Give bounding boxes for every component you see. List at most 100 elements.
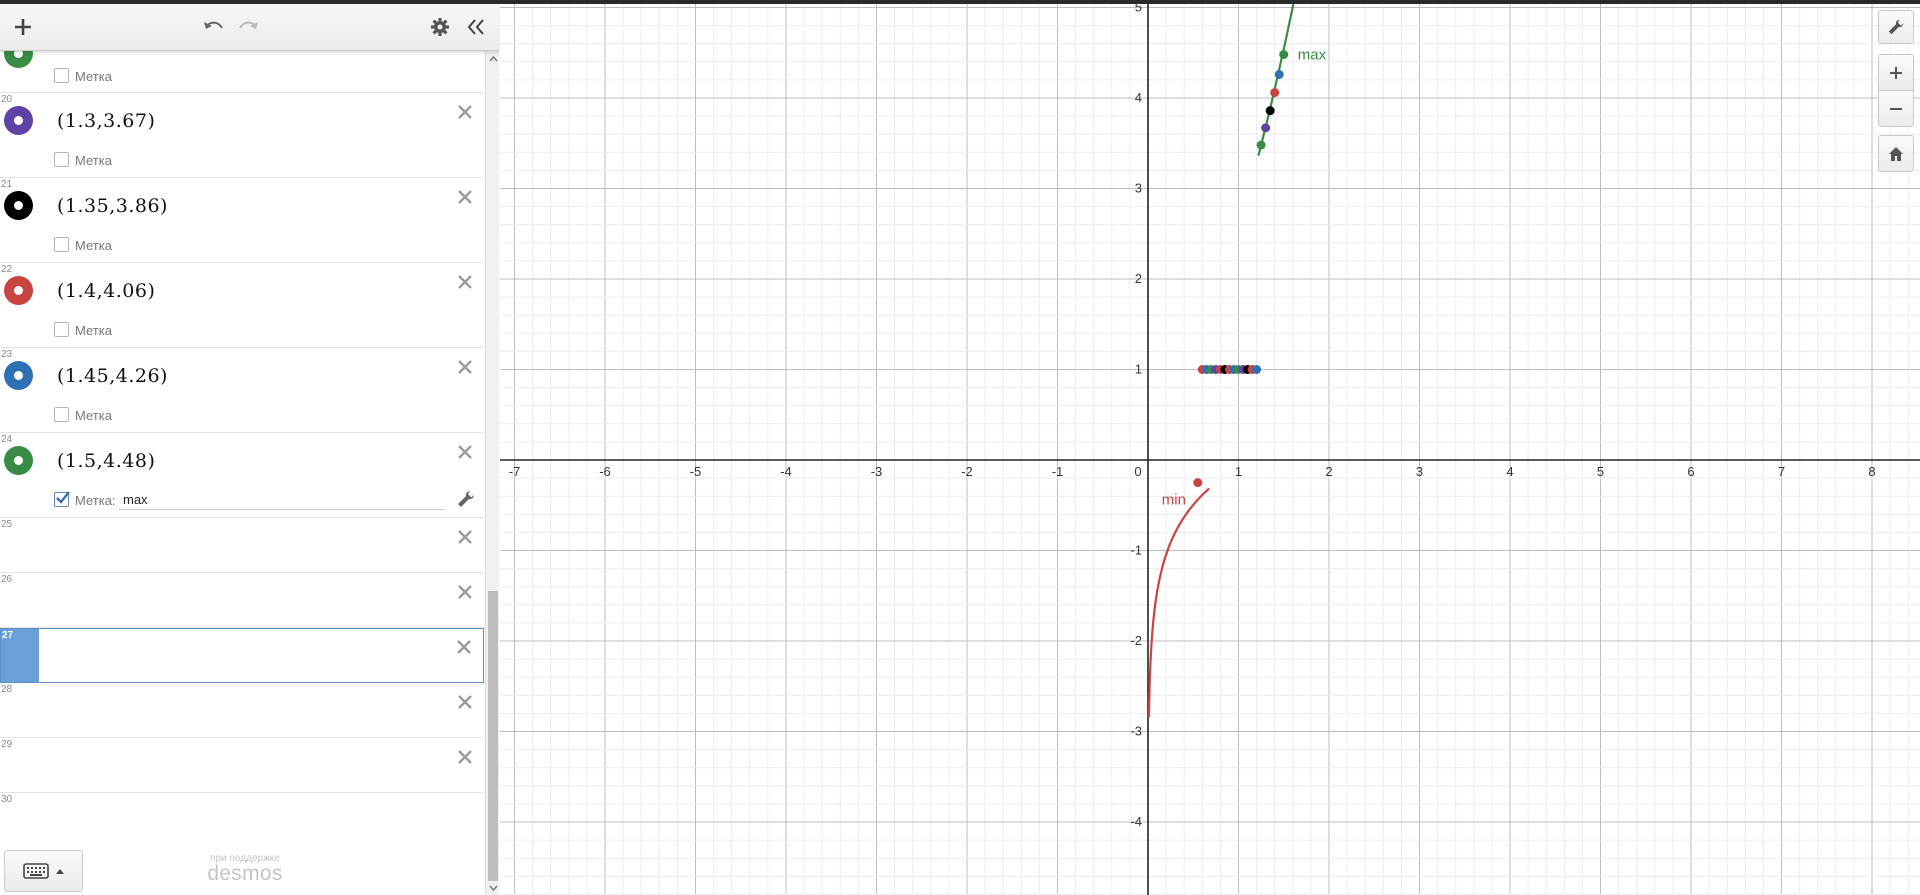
desmos-logo: desmos (207, 862, 283, 885)
x-tick-label: 4 (1506, 464, 1513, 479)
x-tick-label: 5 (1597, 464, 1604, 479)
data-point (1252, 365, 1262, 374)
wrench-icon[interactable] (456, 489, 476, 509)
label-caption: Метка (75, 323, 112, 338)
expression-row[interactable]: 21 (1.35,3.86) Метка (0, 178, 484, 263)
expression-row[interactable]: 23 (1.45,4.26) Метка (0, 348, 484, 433)
expression-math[interactable]: (1.45,4.26) (57, 365, 168, 387)
zoom-out-button[interactable] (1878, 90, 1914, 127)
add-item-button[interactable] (7, 12, 39, 42)
expression-panel: Метка 20 (1.3,3.67) Метка 21 (1.35,3.86)… (0, 4, 499, 895)
expression-math[interactable]: (1.4,4.06) (57, 280, 156, 302)
color-swatch-icon[interactable] (4, 106, 33, 135)
color-swatch-icon[interactable] (4, 276, 33, 305)
min-point (1193, 478, 1203, 488)
settings-button[interactable] (424, 12, 456, 42)
expression-row[interactable]: 20 (1.3,3.67) Метка (0, 93, 484, 178)
undo-icon (204, 21, 223, 29)
label-checkbox[interactable] (54, 152, 69, 167)
close-icon[interactable] (454, 581, 476, 603)
expression-row[interactable]: 26 (0, 573, 484, 628)
label-caption: Метка (75, 238, 112, 253)
checkmark-icon (56, 491, 70, 504)
x-tick-label: 7 (1778, 464, 1785, 479)
row-gutter: 28 (0, 683, 38, 737)
close-icon[interactable] (454, 186, 476, 208)
label-checkbox[interactable] (54, 407, 69, 422)
color-swatch-icon[interactable] (4, 51, 33, 68)
close-icon[interactable] (454, 441, 476, 463)
window-top-border (0, 0, 1920, 4)
row-number: 28 (1, 684, 13, 695)
wrench-icon (1888, 19, 1904, 35)
expression-row[interactable]: 30 (0, 793, 484, 847)
expression-row[interactable]: 25 (0, 518, 484, 573)
row-number: 22 (1, 264, 13, 275)
redo-button[interactable] (233, 12, 265, 42)
zoom-in-button[interactable] (1878, 54, 1914, 91)
close-icon[interactable] (453, 636, 475, 658)
x-tick-label: 0 (1134, 464, 1141, 479)
color-swatch-icon[interactable] (4, 446, 33, 475)
close-icon[interactable] (454, 526, 476, 548)
expression-row[interactable]: 29 (0, 738, 484, 793)
expression-toolbar (0, 4, 499, 51)
expression-math[interactable]: (1.3,3.67) (57, 110, 156, 132)
row-gutter: 29 (0, 738, 38, 792)
graph-canvas[interactable]: -7 -6 -5 -4 -3 -2 -1 0 1 2 3 4 5 6 7 8 1 2 3 4 5 -1 -2 -3 -4 max m… (500, 4, 1920, 895)
double-chevron-left-icon (467, 19, 484, 35)
chevron-up-icon[interactable] (489, 55, 498, 64)
graph-plot[interactable]: -7 -6 -5 -4 -3 -2 -1 0 1 2 3 4 5 6 7 8 1 2 3 4 5 -1 -2 -3 -4 max m… (500, 4, 1920, 895)
x-tick-label: -7 (509, 464, 521, 479)
row-gutter: 22 (0, 263, 38, 347)
scroll-thumb[interactable] (488, 591, 498, 881)
label-checkbox[interactable] (54, 322, 69, 337)
row-gutter: 27 (1, 629, 39, 682)
close-icon[interactable] (454, 101, 476, 123)
caret-up-icon (55, 869, 64, 874)
graph-settings-button[interactable] (1878, 10, 1914, 44)
keyboard-toggle-button[interactable] (4, 850, 83, 892)
row-number: 24 (1, 434, 13, 445)
redo-icon (239, 21, 258, 29)
zoom-in-icon (1890, 66, 1902, 79)
close-icon[interactable] (454, 271, 476, 293)
x-tick-label: 6 (1687, 464, 1694, 479)
chevron-down-icon[interactable] (489, 883, 498, 892)
y-tick-label: 3 (1135, 181, 1142, 196)
expression-math[interactable]: (1.35,3.86) (57, 195, 168, 217)
close-icon[interactable] (454, 356, 476, 378)
x-tick-label: 3 (1416, 464, 1423, 479)
y-tick-label: 1 (1135, 362, 1142, 377)
expression-row[interactable]: Метка (0, 51, 484, 93)
min-curve (1147, 487, 1210, 718)
color-swatch-icon[interactable] (4, 191, 33, 220)
undo-button[interactable] (197, 12, 229, 42)
powered-by-desmos[interactable]: при поддержке desmos (200, 853, 290, 884)
x-tick-label: -4 (780, 464, 792, 479)
label-checkbox[interactable] (54, 68, 69, 83)
x-tick-label: 1 (1235, 464, 1242, 479)
row-gutter: 24 (0, 433, 38, 517)
default-viewport-button[interactable] (1878, 135, 1914, 172)
collapse-panel-button[interactable] (460, 12, 492, 42)
expression-row[interactable]: 24 (1.5,4.48) Метка: (0, 433, 484, 518)
row-gutter: 23 (0, 348, 38, 432)
expression-row[interactable]: 28 (0, 683, 484, 738)
label-checkbox[interactable] (54, 491, 70, 507)
expression-scrollbar[interactable] (485, 51, 499, 895)
close-icon[interactable] (454, 691, 476, 713)
expression-math[interactable]: (1.5,4.48) (57, 450, 156, 472)
x-tick-label: -1 (1052, 464, 1064, 479)
color-swatch-icon[interactable] (4, 361, 33, 390)
row-gutter: 26 (0, 573, 38, 627)
expression-row[interactable]: 22 (1.4,4.06) Метка (0, 263, 484, 348)
row-gutter: 20 (0, 93, 38, 177)
row-number: 27 (2, 630, 14, 641)
label-text-field[interactable] (119, 490, 445, 510)
row-number: 23 (1, 349, 13, 360)
expression-row-selected[interactable]: 27 (0, 628, 484, 683)
label-checkbox[interactable] (54, 237, 69, 252)
close-icon[interactable] (454, 746, 476, 768)
keyboard-icon (22, 863, 49, 879)
